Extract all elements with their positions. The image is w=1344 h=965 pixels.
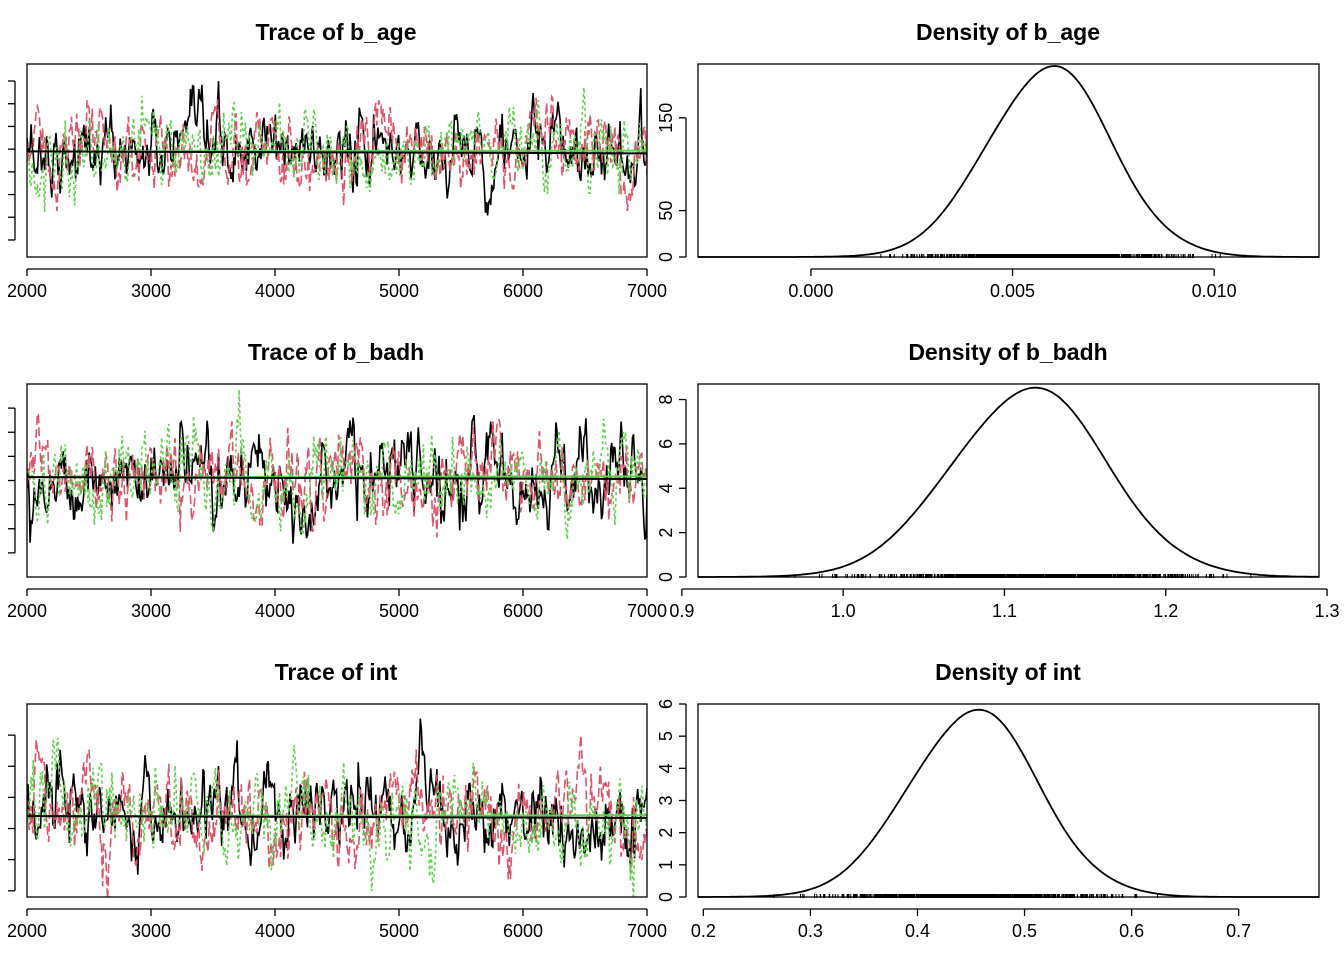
trace-panel-b-badh: Trace of b_badh 2000 3000 4000 5000 6000 7000	[7, 339, 667, 621]
density-b-badh-title: Density of b_badh	[908, 339, 1107, 365]
trace-b-age-title: Trace of b_age	[255, 19, 416, 45]
density-int-x-tick-label: 0.2	[691, 921, 716, 941]
trace-int-x-tick-label: 2000	[7, 921, 47, 941]
density-b-badh-y-tick-label: 4	[656, 483, 676, 493]
density-b-badh-x-tick-label: 1.2	[1153, 601, 1178, 621]
density-int-plot-frame	[697, 703, 1320, 898]
trace-b-age-x-tick-label: 2000	[7, 281, 47, 301]
density-b-age-y-tick-label: 150	[656, 103, 676, 133]
trace-int-x-tick-label: 3000	[131, 921, 171, 941]
trace-b-badh-title: Trace of b_badh	[248, 339, 424, 365]
trace-b-badh-smooth-2	[27, 476, 647, 481]
density-int-y-tick-label: 2	[656, 828, 676, 838]
trace-b-age-x-tick-label: 6000	[503, 281, 543, 301]
trace-int-smooth-2	[27, 815, 647, 819]
trace-panel-b-age: Trace of b_age 2000 3000 4000 5000 6000 7000	[7, 19, 667, 301]
trace-int-chain-1	[27, 718, 647, 875]
trace-b-badh-x-tick-label: 4000	[255, 601, 295, 621]
density-int-y-tick-label: 3	[656, 795, 676, 805]
density-b-age-title: Density of b_age	[916, 19, 1100, 45]
density-int-x-tick-label: 0.4	[905, 921, 930, 941]
density-b-badh-x-tick-label: 0.9	[669, 601, 694, 621]
density-b-badh-plot-frame	[697, 383, 1320, 578]
density-int-y-tick-label: 6	[656, 699, 676, 709]
density-panel-int: Density of int 0.2 0.3 0.4 0.5 0.6 0.7 0 1 2 3 4 5 6	[656, 659, 1320, 941]
density-b-badh-y-tick-label: 6	[656, 439, 676, 449]
trace-b-badh-x-tick-label: 6000	[503, 601, 543, 621]
density-int-x-tick-label: 0.3	[798, 921, 823, 941]
trace-panel-int: Trace of int 2000 3000 4000 5000 6000 7000	[7, 659, 667, 941]
trace-int-plot-frame	[26, 703, 648, 898]
density-b-badh-x-tick-label: 1.0	[831, 601, 856, 621]
trace-int-x-tick-label: 7000	[627, 921, 667, 941]
trace-b-badh-x-tick-label: 5000	[379, 601, 419, 621]
density-b-age-y-tick-label: 0	[656, 252, 676, 262]
trace-b-badh-plot-frame	[26, 383, 648, 578]
density-int-y-tick-label: 4	[656, 763, 676, 773]
trace-b-age-x-tick-label: 5000	[379, 281, 419, 301]
trace-b-age-plot-frame	[26, 63, 648, 258]
density-panel-b-badh: Density of b_badh 0.9 1.0 1.1 1.2 1.3 0 2 4 6 8	[656, 339, 1340, 621]
trace-b-badh-x-tick-label: 2000	[7, 601, 47, 621]
density-b-age-y-tick-label: 50	[656, 201, 676, 221]
trace-b-age-smooth-2	[27, 150, 647, 155]
trace-int-title: Trace of int	[275, 659, 398, 685]
density-b-badh-y-tick-label: 0	[656, 572, 676, 582]
density-panel-b-age: Density of b_age 0.000 0.005 0.010 0 50 150	[656, 19, 1320, 301]
density-int-rug	[773, 894, 1158, 898]
trace-int-x-tick-label: 5000	[379, 921, 419, 941]
trace-int-x-tick-label: 6000	[503, 921, 543, 941]
density-int-x-tick-label: 0.6	[1119, 921, 1144, 941]
density-b-age-x-tick-label: 0.000	[788, 281, 833, 301]
trace-int-x-tick-label: 4000	[255, 921, 295, 941]
density-b-badh-y-tick-label: 2	[656, 528, 676, 538]
density-b-age-x-tick-label: 0.010	[1192, 281, 1237, 301]
density-int-y-tick-label: 0	[656, 892, 676, 902]
trace-b-badh-x-tick-label: 7000	[627, 601, 667, 621]
density-b-badh-curve	[698, 386, 1319, 578]
trace-b-badh-chain-1	[27, 414, 647, 544]
trace-b-badh-x-tick-label: 3000	[131, 601, 171, 621]
density-int-x-tick-label: 0.5	[1012, 921, 1037, 941]
density-b-badh-x-tick-label: 1.1	[992, 601, 1017, 621]
trace-b-age-chain-2	[27, 93, 647, 212]
trace-b-age-x-tick-label: 3000	[131, 281, 171, 301]
density-b-badh-y-tick-label: 8	[656, 395, 676, 405]
density-b-badh-x-tick-label: 1.3	[1315, 601, 1340, 621]
density-b-badh-rug	[794, 574, 1252, 578]
trace-b-badh-chain-3	[27, 389, 647, 540]
density-int-y-tick-label: 5	[656, 731, 676, 741]
trace-b-badh-chain-2	[27, 410, 647, 538]
density-int-title: Density of int	[935, 659, 1081, 685]
density-int-x-tick-label: 0.7	[1226, 921, 1251, 941]
density-b-age-plot-frame	[697, 63, 1320, 258]
trace-b-age-x-tick-label: 7000	[627, 281, 667, 301]
trace-b-age-chain-3	[27, 87, 647, 212]
trace-b-age-x-tick-label: 4000	[255, 281, 295, 301]
density-b-age-rug	[880, 254, 1221, 258]
density-b-age-x-tick-label: 0.005	[990, 281, 1035, 301]
density-int-y-tick-label: 1	[656, 860, 676, 870]
